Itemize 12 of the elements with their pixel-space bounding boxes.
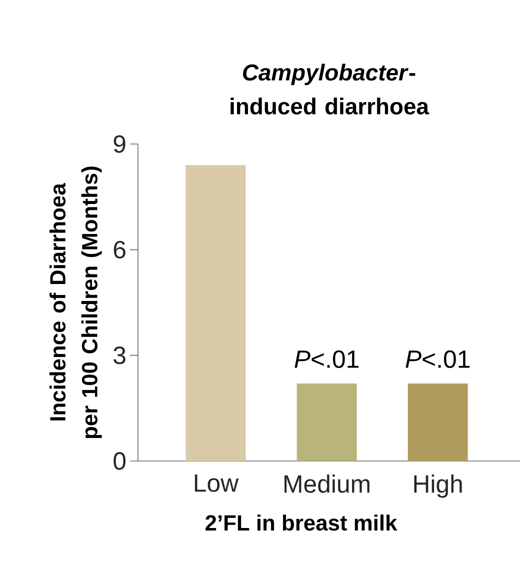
x-axis-title: 2’FL in breast milk [206,514,398,531]
x-tick-label: Low [194,474,239,492]
x-tick-label: Medium [284,474,370,493]
annotation: P<.01 [294,350,358,368]
y-tick-label: 0 [114,452,126,470]
y-tick-label: 9 [114,135,126,153]
x-tick-label: High [414,474,462,498]
y-axis-title: Incidence of Diarrhoea per 100 Children (Months) [49,166,102,438]
y-tick-label: 3 [114,346,126,364]
annotation: P<.01 [406,350,470,368]
y-tick-label: 6 [114,240,126,258]
chart-title: Campylobacter-induced diarrhoea [230,64,430,115]
